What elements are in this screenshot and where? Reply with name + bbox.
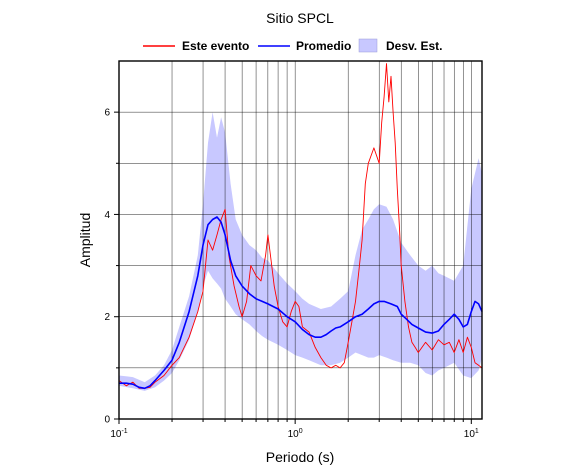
x-axis-label: Periodo (s) — [266, 449, 334, 465]
std-band-layer — [119, 112, 482, 391]
line-layer — [118, 63, 483, 390]
legend-label-este-evento: Este evento — [182, 39, 249, 53]
legend: Este evento Promedio Desv. Est. — [143, 38, 442, 53]
x-tick-label: 101 — [464, 428, 479, 440]
plot-area — [118, 60, 483, 420]
legend-swatch-desv-est — [358, 38, 378, 53]
series-line-promedio — [119, 216, 483, 390]
y-tick-label: 2 — [104, 312, 110, 323]
legend-label-promedio: Promedio — [296, 39, 351, 53]
legend-label-desv-est: Desv. Est. — [386, 39, 442, 53]
plot-frame — [118, 60, 483, 420]
x-tick-label: 10-1 — [110, 428, 127, 440]
y-tick-label: 0 — [104, 415, 110, 426]
y-axis-label: Amplitud — [77, 213, 93, 267]
series-line-este-evento — [118, 63, 483, 389]
grid-layer — [119, 61, 482, 419]
chart-title: Sitio SPCL — [266, 10, 334, 26]
y-tick-label: 4 — [104, 210, 110, 221]
std-band — [119, 112, 482, 391]
y-tick-label: 6 — [104, 108, 110, 119]
x-tick-label: 100 — [288, 428, 303, 440]
tick-layer: 0 2 4 6 10-1 100 101 — [104, 108, 478, 440]
